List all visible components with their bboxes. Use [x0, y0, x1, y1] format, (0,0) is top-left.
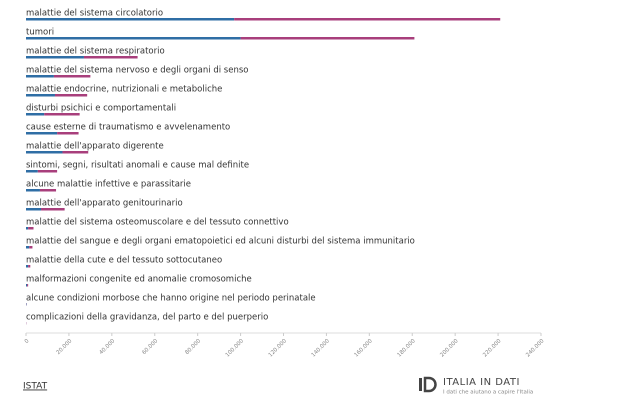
bar-segment: [26, 227, 29, 230]
bar-segment: [53, 75, 91, 78]
bar-segment: [62, 151, 89, 154]
category-label: malattie dell'apparato digerente: [26, 142, 164, 152]
x-tick-label: 60.000: [141, 338, 159, 356]
category-label: malattie del sistema circolatorio: [26, 9, 163, 19]
category-label: malattie della cute e del tessuto sottoc…: [26, 256, 222, 266]
bar-segment: [26, 75, 54, 78]
category-label: malattie del sistema osteomuscolare e de…: [26, 218, 289, 228]
x-tick-label: 200.000: [439, 338, 460, 359]
bar-segment: [41, 208, 65, 211]
category-label: malattie del sistema nervoso e degli org…: [26, 66, 248, 76]
x-tick-label: 80.000: [184, 338, 202, 356]
bar-segment: [26, 37, 241, 40]
x-tick-label: 100.000: [225, 338, 246, 359]
category-label: alcune malattie infettive e parassitarie: [26, 180, 191, 190]
bar-segment: [29, 246, 33, 249]
category-label: disturbi psichici e comportamentali: [26, 104, 176, 114]
logo-title: ITALIA IN DATI: [443, 377, 520, 388]
category-label: malattie del sangue e degli organi emato…: [26, 237, 415, 247]
x-tick-label: 160.000: [353, 338, 374, 359]
bar-segment: [57, 132, 79, 135]
bar-segment: [26, 132, 58, 135]
bar-segment: [234, 18, 501, 21]
bar-segment: [26, 151, 63, 154]
x-tick-label: 240.000: [525, 338, 546, 359]
x-tick-label: 140.000: [311, 338, 332, 359]
bar-segment: [44, 113, 80, 116]
bar-segment: [26, 246, 30, 249]
source-link[interactable]: ISTAT: [23, 382, 48, 392]
x-tick-label: 180.000: [396, 338, 417, 359]
bar-segment: [83, 56, 138, 59]
category-label: sintomi, segni, risultati anomali e caus…: [26, 161, 249, 171]
bar-segment: [26, 94, 55, 97]
bar-segment: [26, 189, 40, 192]
logo: ITALIA IN DATI I dati che aiutano a capi…: [419, 376, 533, 396]
bar-segment: [28, 265, 31, 268]
category-label: malattie endocrine, nutrizionali e metab…: [26, 85, 222, 95]
x-tick-label: 220.000: [482, 338, 503, 359]
category-label: cause esterne di traumatismo e avvelenam…: [26, 123, 230, 133]
bar-segment: [26, 170, 38, 173]
category-label: complicazioni della gravidanza, del part…: [26, 313, 268, 323]
bar-segment: [26, 113, 45, 116]
bar-segment: [26, 284, 28, 287]
category-label: malformazioni congenite ed anomalie crom…: [26, 275, 252, 285]
category-label: alcune condizioni morbose che hanno orig…: [26, 294, 316, 304]
logo-tagline: I dati che aiutano a capire l'Italia: [443, 390, 533, 396]
category-label: tumori: [26, 28, 54, 38]
bar-segment: [240, 37, 415, 40]
bar-segment: [26, 56, 84, 59]
logo-icon: [423, 376, 437, 393]
category-label: malattie dell'apparato genitourinario: [26, 199, 183, 209]
category-label: malattie del sistema respiratorio: [26, 47, 165, 57]
bar-segment: [39, 189, 57, 192]
logo-icon: [419, 378, 422, 391]
bar-segment: [26, 265, 29, 268]
x-tick-label: 120.000: [268, 338, 289, 359]
bar-segment: [27, 284, 29, 287]
bar-segment: [28, 227, 34, 230]
bar-segment: [26, 208, 42, 211]
x-tick-label: 20.000: [56, 338, 74, 356]
bar-segment: [26, 18, 235, 21]
x-tick-label: 0: [24, 338, 31, 345]
bar-segment: [37, 170, 58, 173]
x-tick-label: 40.000: [98, 338, 116, 356]
bar-segment: [54, 94, 88, 97]
